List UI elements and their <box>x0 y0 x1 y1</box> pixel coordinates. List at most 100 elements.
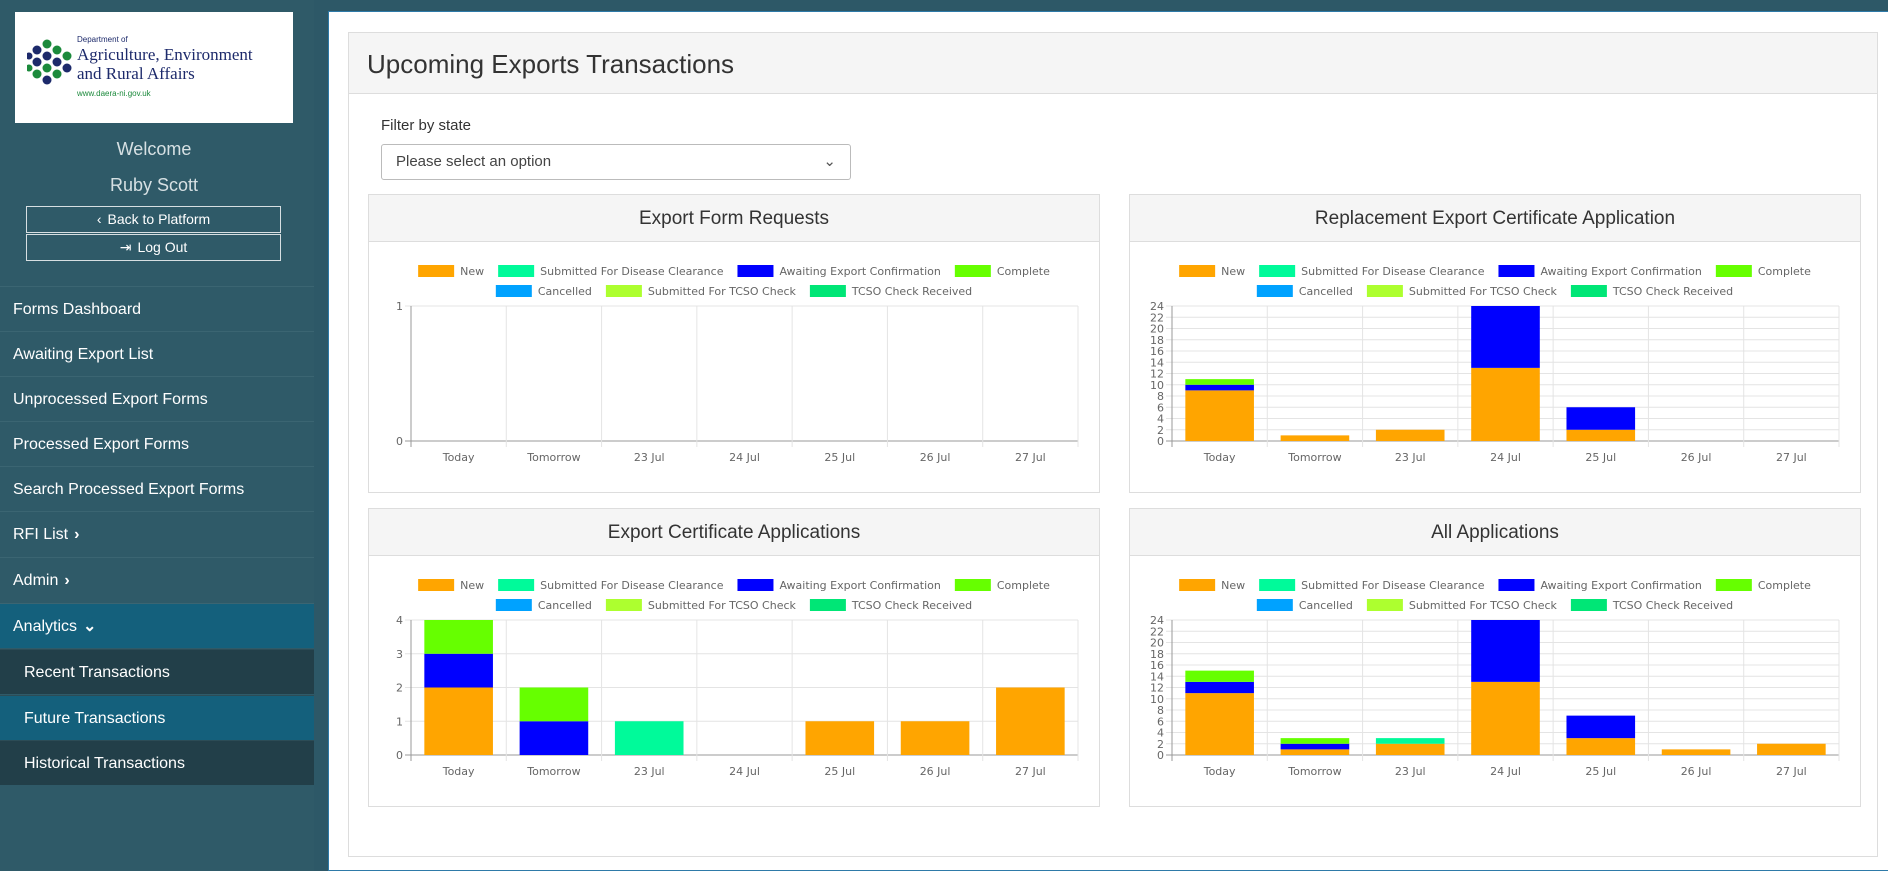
legend-label-tcso-check-received[interactable]: TCSO Check Received <box>1612 599 1733 612</box>
legend-label-awaiting-export-confirmation[interactable]: Awaiting Export Confirmation <box>1540 579 1701 592</box>
legend-swatch-submitted-for-tcso-check[interactable] <box>605 599 642 611</box>
bar-awaiting-export-confirmation-25-jul[interactable] <box>1566 407 1636 430</box>
legend-swatch-new[interactable] <box>418 579 455 591</box>
legend-label-cancelled[interactable]: Cancelled <box>538 599 592 612</box>
legend-label-complete[interactable]: Complete <box>997 265 1050 278</box>
legend-label-submitted-for-disease-clearance[interactable]: Submitted For Disease Clearance <box>540 265 724 278</box>
bar-complete-today[interactable] <box>1185 379 1254 385</box>
legend-label-submitted-for-tcso-check[interactable]: Submitted For TCSO Check <box>1409 285 1558 298</box>
legend-swatch-tcso-check-received[interactable] <box>1570 285 1607 297</box>
legend-swatch-awaiting-export-confirmation[interactable] <box>737 579 774 591</box>
bar-awaiting-export-confirmation-today[interactable] <box>1185 681 1254 694</box>
legend-label-tcso-check-received[interactable]: TCSO Check Received <box>851 285 972 298</box>
bar-awaiting-export-confirmation-25-jul[interactable] <box>1566 715 1636 739</box>
bar-new-24-jul[interactable] <box>1471 681 1540 755</box>
bar-new-24-jul[interactable] <box>1471 367 1540 441</box>
legend-swatch-tcso-check-received[interactable] <box>809 599 846 611</box>
bar-awaiting-export-confirmation-tomorrow[interactable] <box>519 721 589 755</box>
legend-swatch-complete[interactable] <box>954 579 991 591</box>
legend-swatch-cancelled[interactable] <box>495 599 532 611</box>
bar-new-23-jul[interactable] <box>1375 743 1445 755</box>
bar-awaiting-export-confirmation-today[interactable] <box>1185 384 1254 391</box>
bar-awaiting-export-confirmation-24-jul[interactable] <box>1471 306 1540 368</box>
nav-recent-transactions[interactable]: Recent Transactions <box>0 649 314 694</box>
bar-new-today[interactable] <box>1185 390 1254 441</box>
legend-swatch-submitted-for-disease-clearance[interactable] <box>1259 265 1296 277</box>
legend-swatch-tcso-check-received[interactable] <box>1570 599 1607 611</box>
bar-new-25-jul[interactable] <box>1566 429 1636 441</box>
nav-admin[interactable]: Admin › <box>0 557 314 602</box>
nav-analytics[interactable]: Analytics ⌄ <box>0 603 314 648</box>
legend-swatch-new[interactable] <box>1179 265 1216 277</box>
bar-new-25-jul[interactable] <box>1566 738 1636 755</box>
legend-label-awaiting-export-confirmation[interactable]: Awaiting Export Confirmation <box>779 579 940 592</box>
bar-awaiting-export-confirmation-tomorrow[interactable] <box>1280 743 1350 750</box>
legend-label-cancelled[interactable]: Cancelled <box>1299 599 1353 612</box>
legend-label-complete[interactable]: Complete <box>997 579 1050 592</box>
bar-new-tomorrow[interactable] <box>1280 749 1350 755</box>
legend-label-complete[interactable]: Complete <box>1758 579 1811 592</box>
nav-future-transactions[interactable]: Future Transactions <box>0 695 314 740</box>
bar-new-26-jul[interactable] <box>900 721 970 755</box>
legend-label-new[interactable]: New <box>460 579 484 592</box>
legend-label-submitted-for-disease-clearance[interactable]: Submitted For Disease Clearance <box>1301 579 1485 592</box>
legend-label-submitted-for-tcso-check[interactable]: Submitted For TCSO Check <box>648 599 797 612</box>
legend-swatch-submitted-for-tcso-check[interactable] <box>1366 599 1403 611</box>
bar-new-today[interactable] <box>1185 693 1254 755</box>
nav-processed-export-forms[interactable]: Processed Export Forms <box>0 421 314 466</box>
nav-search-processed-export-forms[interactable]: Search Processed Export Forms <box>0 466 314 511</box>
bar-complete-today[interactable] <box>424 620 493 654</box>
legend-label-new[interactable]: New <box>460 265 484 278</box>
bar-complete-today[interactable] <box>1185 670 1254 682</box>
legend-label-submitted-for-disease-clearance[interactable]: Submitted For Disease Clearance <box>1301 265 1485 278</box>
nav-unprocessed-export-forms[interactable]: Unprocessed Export Forms <box>0 376 314 421</box>
legend-label-awaiting-export-confirmation[interactable]: Awaiting Export Confirmation <box>779 265 940 278</box>
legend-label-complete[interactable]: Complete <box>1758 265 1811 278</box>
bar-complete-tomorrow[interactable] <box>1280 738 1350 744</box>
legend-swatch-cancelled[interactable] <box>1256 285 1293 297</box>
bar-new-25-jul[interactable] <box>805 721 875 755</box>
legend-label-submitted-for-disease-clearance[interactable]: Submitted For Disease Clearance <box>540 579 724 592</box>
legend-swatch-awaiting-export-confirmation[interactable] <box>1498 579 1535 591</box>
nav-forms-dashboard[interactable]: Forms Dashboard <box>0 286 314 331</box>
legend-label-submitted-for-tcso-check[interactable]: Submitted For TCSO Check <box>1409 599 1558 612</box>
bar-awaiting-export-confirmation-today[interactable] <box>424 653 493 688</box>
logout-button[interactable]: ⇥ Log Out <box>26 234 281 261</box>
legend-swatch-awaiting-export-confirmation[interactable] <box>1498 265 1535 277</box>
bar-new-26-jul[interactable] <box>1661 749 1731 755</box>
legend-swatch-submitted-for-tcso-check[interactable] <box>1366 285 1403 297</box>
legend-label-cancelled[interactable]: Cancelled <box>1299 285 1353 298</box>
legend-label-tcso-check-received[interactable]: TCSO Check Received <box>851 599 972 612</box>
legend-label-submitted-for-tcso-check[interactable]: Submitted For TCSO Check <box>648 285 797 298</box>
legend-label-new[interactable]: New <box>1221 265 1245 278</box>
legend-label-new[interactable]: New <box>1221 579 1245 592</box>
legend-swatch-cancelled[interactable] <box>1256 599 1293 611</box>
legend-swatch-tcso-check-received[interactable] <box>809 285 846 297</box>
bar-submitted-for-disease-clearance-23-jul[interactable] <box>614 721 684 755</box>
legend-swatch-complete[interactable] <box>1715 579 1752 591</box>
legend-swatch-new[interactable] <box>1179 579 1216 591</box>
legend-swatch-cancelled[interactable] <box>495 285 532 297</box>
bar-new-tomorrow[interactable] <box>1280 435 1350 441</box>
nav-awaiting-export-list[interactable]: Awaiting Export List <box>0 331 314 376</box>
legend-swatch-awaiting-export-confirmation[interactable] <box>737 265 774 277</box>
legend-swatch-new[interactable] <box>418 265 455 277</box>
bar-submitted-for-disease-clearance-23-jul[interactable] <box>1375 738 1445 744</box>
legend-label-tcso-check-received[interactable]: TCSO Check Received <box>1612 285 1733 298</box>
legend-swatch-submitted-for-disease-clearance[interactable] <box>498 265 535 277</box>
legend-swatch-submitted-for-disease-clearance[interactable] <box>498 579 535 591</box>
legend-swatch-complete[interactable] <box>1715 265 1752 277</box>
nav-historical-transactions[interactable]: Historical Transactions <box>0 740 314 785</box>
legend-swatch-submitted-for-tcso-check[interactable] <box>605 285 642 297</box>
bar-complete-tomorrow[interactable] <box>519 687 589 722</box>
nav-rfi-list[interactable]: RFI List › <box>0 511 314 556</box>
legend-swatch-complete[interactable] <box>954 265 991 277</box>
legend-swatch-submitted-for-disease-clearance[interactable] <box>1259 579 1296 591</box>
bar-new-23-jul[interactable] <box>1375 429 1445 441</box>
back-to-platform-button[interactable]: ‹ Back to Platform <box>26 206 281 233</box>
bar-awaiting-export-confirmation-24-jul[interactable] <box>1471 620 1540 682</box>
legend-label-cancelled[interactable]: Cancelled <box>538 285 592 298</box>
bar-new-27-jul[interactable] <box>996 687 1065 756</box>
bar-new-today[interactable] <box>424 687 493 756</box>
legend-label-awaiting-export-confirmation[interactable]: Awaiting Export Confirmation <box>1540 265 1701 278</box>
